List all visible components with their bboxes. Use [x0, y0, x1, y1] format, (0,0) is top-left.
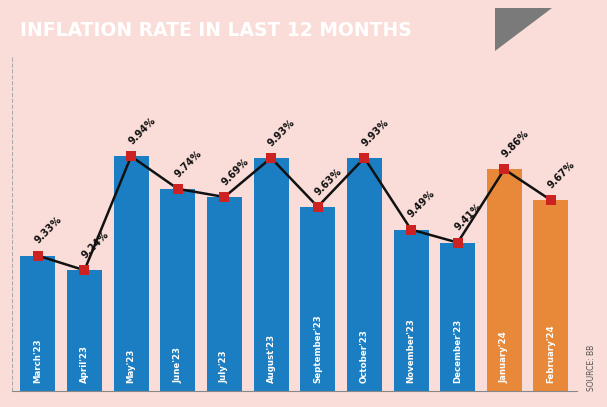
Bar	[114, 156, 149, 391]
Point	[220, 194, 229, 200]
Text: 9.41%: 9.41%	[453, 202, 484, 233]
Bar	[347, 158, 382, 391]
Text: 9.33%: 9.33%	[33, 215, 64, 246]
Text: 9.49%: 9.49%	[406, 189, 437, 220]
Text: March'23: March'23	[33, 338, 42, 383]
Text: May'23: May'23	[127, 348, 135, 383]
Text: 9.67%: 9.67%	[546, 160, 577, 190]
Text: 9.74%: 9.74%	[173, 148, 204, 179]
Text: 9.69%: 9.69%	[220, 156, 251, 187]
Bar	[207, 197, 242, 391]
Bar	[160, 189, 195, 391]
Polygon shape	[495, 8, 552, 51]
Point	[359, 155, 369, 161]
Bar	[254, 158, 288, 391]
Point	[500, 166, 509, 173]
Point	[80, 267, 89, 274]
Text: April'23: April'23	[80, 345, 89, 383]
Bar	[487, 169, 522, 391]
Text: July'23: July'23	[220, 350, 229, 383]
Point	[313, 204, 322, 210]
Point	[266, 155, 276, 161]
Text: February'24: February'24	[546, 324, 555, 383]
Text: SOURCE: BB: SOURCE: BB	[588, 344, 596, 391]
Text: 9.86%: 9.86%	[500, 129, 531, 160]
Text: 9.93%: 9.93%	[359, 117, 390, 148]
Bar	[440, 243, 475, 391]
Text: INFLATION RATE IN LAST 12 MONTHS: INFLATION RATE IN LAST 12 MONTHS	[19, 21, 412, 40]
Bar	[67, 270, 102, 391]
Point	[453, 239, 463, 246]
Text: June'23: June'23	[173, 347, 182, 383]
Bar	[534, 200, 569, 391]
Text: January'24: January'24	[500, 331, 509, 383]
Point	[173, 186, 183, 192]
Point	[33, 252, 42, 259]
Text: 9.24%: 9.24%	[80, 230, 110, 260]
Text: 9.63%: 9.63%	[313, 166, 344, 197]
Text: October'23: October'23	[360, 329, 369, 383]
Text: November'23: November'23	[407, 318, 416, 383]
Text: August'23: August'23	[266, 333, 276, 383]
Point	[126, 153, 136, 160]
Bar	[300, 207, 335, 391]
Point	[406, 226, 416, 233]
Point	[546, 197, 556, 204]
Bar	[393, 230, 429, 391]
Text: September'23: September'23	[313, 314, 322, 383]
Bar	[20, 256, 55, 391]
Text: 9.93%: 9.93%	[266, 117, 297, 148]
Text: December'23: December'23	[453, 318, 462, 383]
Text: 9.94%: 9.94%	[126, 116, 157, 147]
